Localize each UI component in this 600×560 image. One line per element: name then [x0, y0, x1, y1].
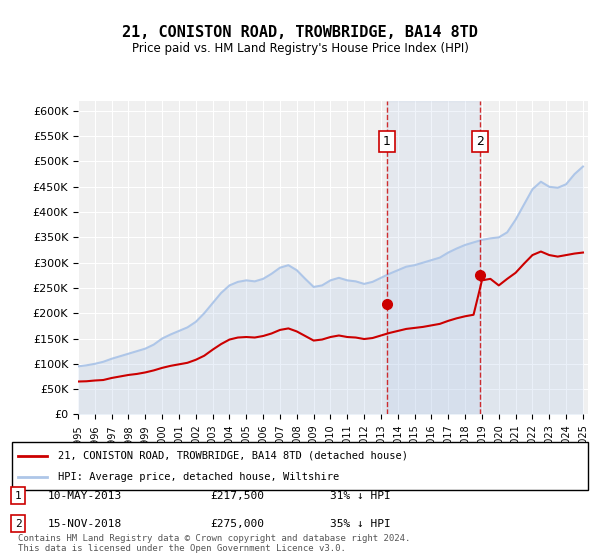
- Text: HPI: Average price, detached house, Wiltshire: HPI: Average price, detached house, Wilt…: [58, 472, 340, 482]
- Text: 10-MAY-2013: 10-MAY-2013: [48, 491, 122, 501]
- Bar: [387, 101, 480, 414]
- Text: 1: 1: [14, 491, 22, 501]
- Text: 21, CONISTON ROAD, TROWBRIDGE, BA14 8TD: 21, CONISTON ROAD, TROWBRIDGE, BA14 8TD: [122, 25, 478, 40]
- Text: £217,500: £217,500: [210, 491, 264, 501]
- Text: 21, CONISTON ROAD, TROWBRIDGE, BA14 8TD (detached house): 21, CONISTON ROAD, TROWBRIDGE, BA14 8TD …: [58, 451, 408, 461]
- Text: £275,000: £275,000: [210, 519, 264, 529]
- FancyBboxPatch shape: [12, 442, 588, 490]
- Text: 1: 1: [383, 135, 391, 148]
- Text: Price paid vs. HM Land Registry's House Price Index (HPI): Price paid vs. HM Land Registry's House …: [131, 42, 469, 55]
- Text: 35% ↓ HPI: 35% ↓ HPI: [330, 519, 391, 529]
- Text: 15-NOV-2018: 15-NOV-2018: [48, 519, 122, 529]
- Text: Contains HM Land Registry data © Crown copyright and database right 2024.
This d: Contains HM Land Registry data © Crown c…: [18, 534, 410, 553]
- Text: 31% ↓ HPI: 31% ↓ HPI: [330, 491, 391, 501]
- Text: 2: 2: [476, 135, 484, 148]
- Text: 2: 2: [14, 519, 22, 529]
